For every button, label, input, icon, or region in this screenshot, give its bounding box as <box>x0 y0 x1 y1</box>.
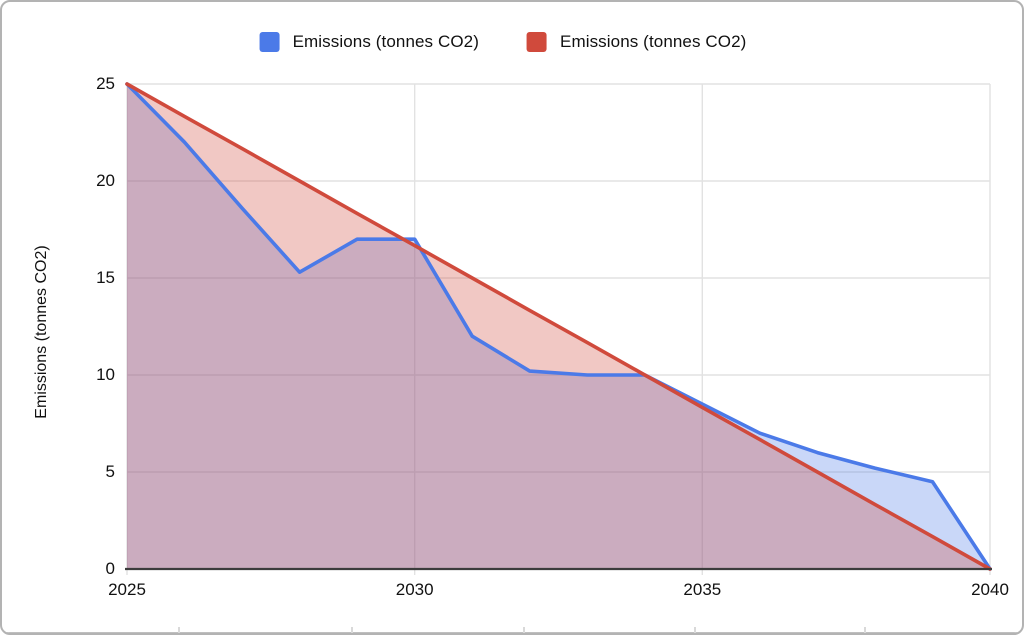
spreadsheet-cell-border <box>694 627 696 633</box>
x-tick-label-2035: 2035 <box>683 580 722 599</box>
y-tick-label-10: 10 <box>96 365 115 384</box>
legend-label: Emissions (tonnes CO2) <box>560 32 747 51</box>
y-tick-label-25: 25 <box>96 74 115 93</box>
x-tick-label-2040: 2040 <box>971 580 1009 599</box>
legend-item-0: Emissions (tonnes CO2) <box>259 32 479 52</box>
spreadsheet-cell-border <box>523 627 525 633</box>
spreadsheet-cell-border <box>864 627 866 633</box>
legend-swatch-icon <box>527 32 547 52</box>
x-tick-label-2025: 2025 <box>108 580 146 599</box>
legend-label: Emissions (tonnes CO2) <box>292 32 479 51</box>
series-1-line <box>125 82 992 571</box>
y-tick-label-15: 15 <box>96 268 115 287</box>
legend-swatch-icon <box>259 32 280 52</box>
spreadsheet-cell-border <box>351 627 353 633</box>
x-tick-label-2030: 2030 <box>395 580 434 599</box>
chart-legend: Emissions (tonnes CO2) Emissions (tonnes … <box>259 32 747 52</box>
y-tick-label-5: 5 <box>105 462 115 481</box>
y-tick-label-0: 0 <box>105 559 115 578</box>
legend-item-1: Emissions (tonnes CO2) <box>527 32 746 52</box>
y-tick-label-20: 20 <box>96 171 115 190</box>
spreadsheet-cell-border <box>178 627 180 633</box>
spreadsheet-gridline <box>2 632 1022 633</box>
series-0-line <box>125 82 992 571</box>
